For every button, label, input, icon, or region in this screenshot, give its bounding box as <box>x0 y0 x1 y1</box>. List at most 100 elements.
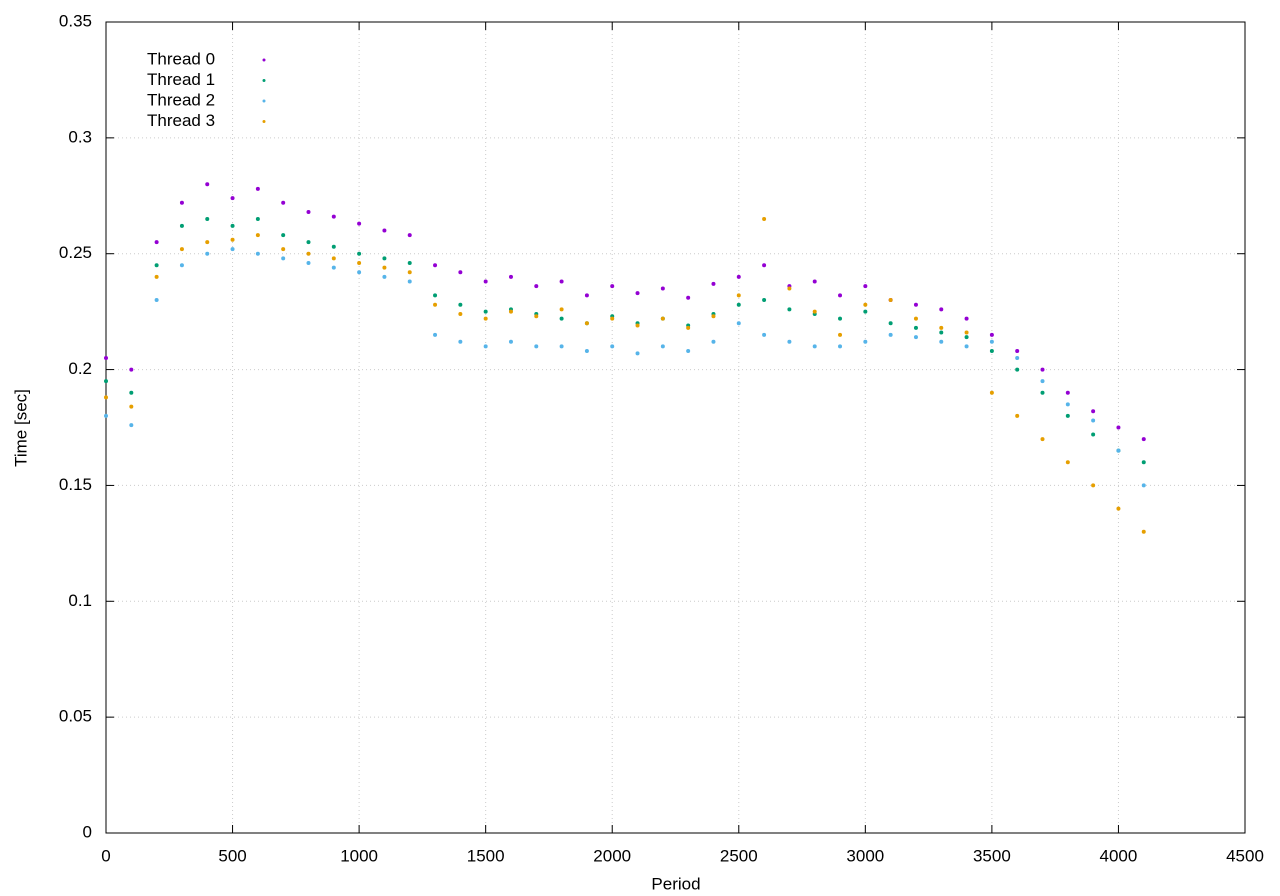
point <box>1091 418 1096 423</box>
point <box>787 307 792 312</box>
point <box>357 221 362 226</box>
point <box>1015 367 1020 372</box>
y-tick-label: 0.25 <box>59 243 92 262</box>
point <box>306 260 311 265</box>
point <box>939 330 944 335</box>
point <box>964 335 969 340</box>
point <box>357 260 362 265</box>
point <box>1091 409 1096 414</box>
point <box>1040 437 1045 442</box>
point <box>407 270 412 275</box>
legend-label: Thread 0 <box>147 49 215 68</box>
point <box>104 379 108 384</box>
point <box>913 335 918 340</box>
point <box>306 210 311 215</box>
point <box>1091 432 1096 437</box>
point <box>635 351 640 356</box>
point <box>534 344 539 349</box>
point <box>1141 529 1146 534</box>
point <box>357 251 362 256</box>
point <box>508 274 513 279</box>
point <box>306 251 311 256</box>
y-tick-label: 0 <box>83 822 92 841</box>
y-axis-label: Time [sec] <box>11 389 30 467</box>
point <box>1065 402 1070 407</box>
point <box>458 302 463 307</box>
point <box>230 223 235 228</box>
point <box>762 298 767 303</box>
point <box>762 263 767 268</box>
point <box>1015 355 1020 360</box>
x-tick-label: 0 <box>101 846 110 865</box>
point <box>1065 413 1070 418</box>
point <box>989 390 994 395</box>
point <box>255 186 260 191</box>
point <box>179 223 184 228</box>
legend-marker <box>262 99 266 103</box>
point <box>1116 506 1121 511</box>
point <box>281 233 286 238</box>
point <box>230 237 235 242</box>
point <box>281 200 286 205</box>
point <box>762 332 767 337</box>
point <box>483 344 488 349</box>
x-tick-label: 2500 <box>720 846 758 865</box>
point <box>584 321 589 326</box>
point <box>1065 390 1070 395</box>
point <box>838 316 843 321</box>
y-tick-label: 0.05 <box>59 707 92 726</box>
point <box>331 214 336 219</box>
point <box>104 355 108 360</box>
x-tick-label: 4000 <box>1100 846 1138 865</box>
point <box>1141 437 1146 442</box>
point <box>357 270 362 275</box>
point <box>913 302 918 307</box>
point <box>534 314 539 319</box>
point <box>104 413 108 418</box>
point <box>913 325 918 330</box>
point <box>281 256 286 261</box>
point <box>762 216 767 221</box>
point <box>1065 460 1070 465</box>
x-tick-label: 2000 <box>593 846 631 865</box>
point <box>433 332 438 337</box>
point <box>179 247 184 252</box>
point <box>458 339 463 344</box>
legend-label: Thread 3 <box>147 111 215 130</box>
point <box>129 423 134 428</box>
point <box>154 274 159 279</box>
point <box>964 330 969 335</box>
point <box>154 240 159 245</box>
point <box>230 247 235 252</box>
point <box>1091 483 1096 488</box>
point <box>888 298 893 303</box>
legend-marker <box>262 79 266 82</box>
y-tick-label: 0.2 <box>68 359 92 378</box>
point <box>331 265 336 270</box>
point <box>458 270 463 275</box>
legend-marker <box>262 58 266 62</box>
point <box>736 321 741 326</box>
point <box>711 314 716 319</box>
point <box>635 323 640 328</box>
point <box>1141 483 1146 488</box>
point <box>407 233 412 238</box>
point <box>787 286 792 291</box>
point <box>433 302 438 307</box>
point <box>382 265 387 270</box>
point <box>888 321 893 326</box>
point <box>939 339 944 344</box>
point <box>1116 448 1121 453</box>
x-tick-label: 1000 <box>340 846 378 865</box>
point <box>686 349 691 354</box>
point <box>331 256 336 261</box>
point <box>888 332 893 337</box>
point <box>610 344 615 349</box>
point <box>255 233 260 238</box>
legend-marker <box>262 120 266 123</box>
point <box>255 251 260 256</box>
point <box>1040 367 1045 372</box>
point <box>483 316 488 321</box>
point <box>458 311 463 316</box>
